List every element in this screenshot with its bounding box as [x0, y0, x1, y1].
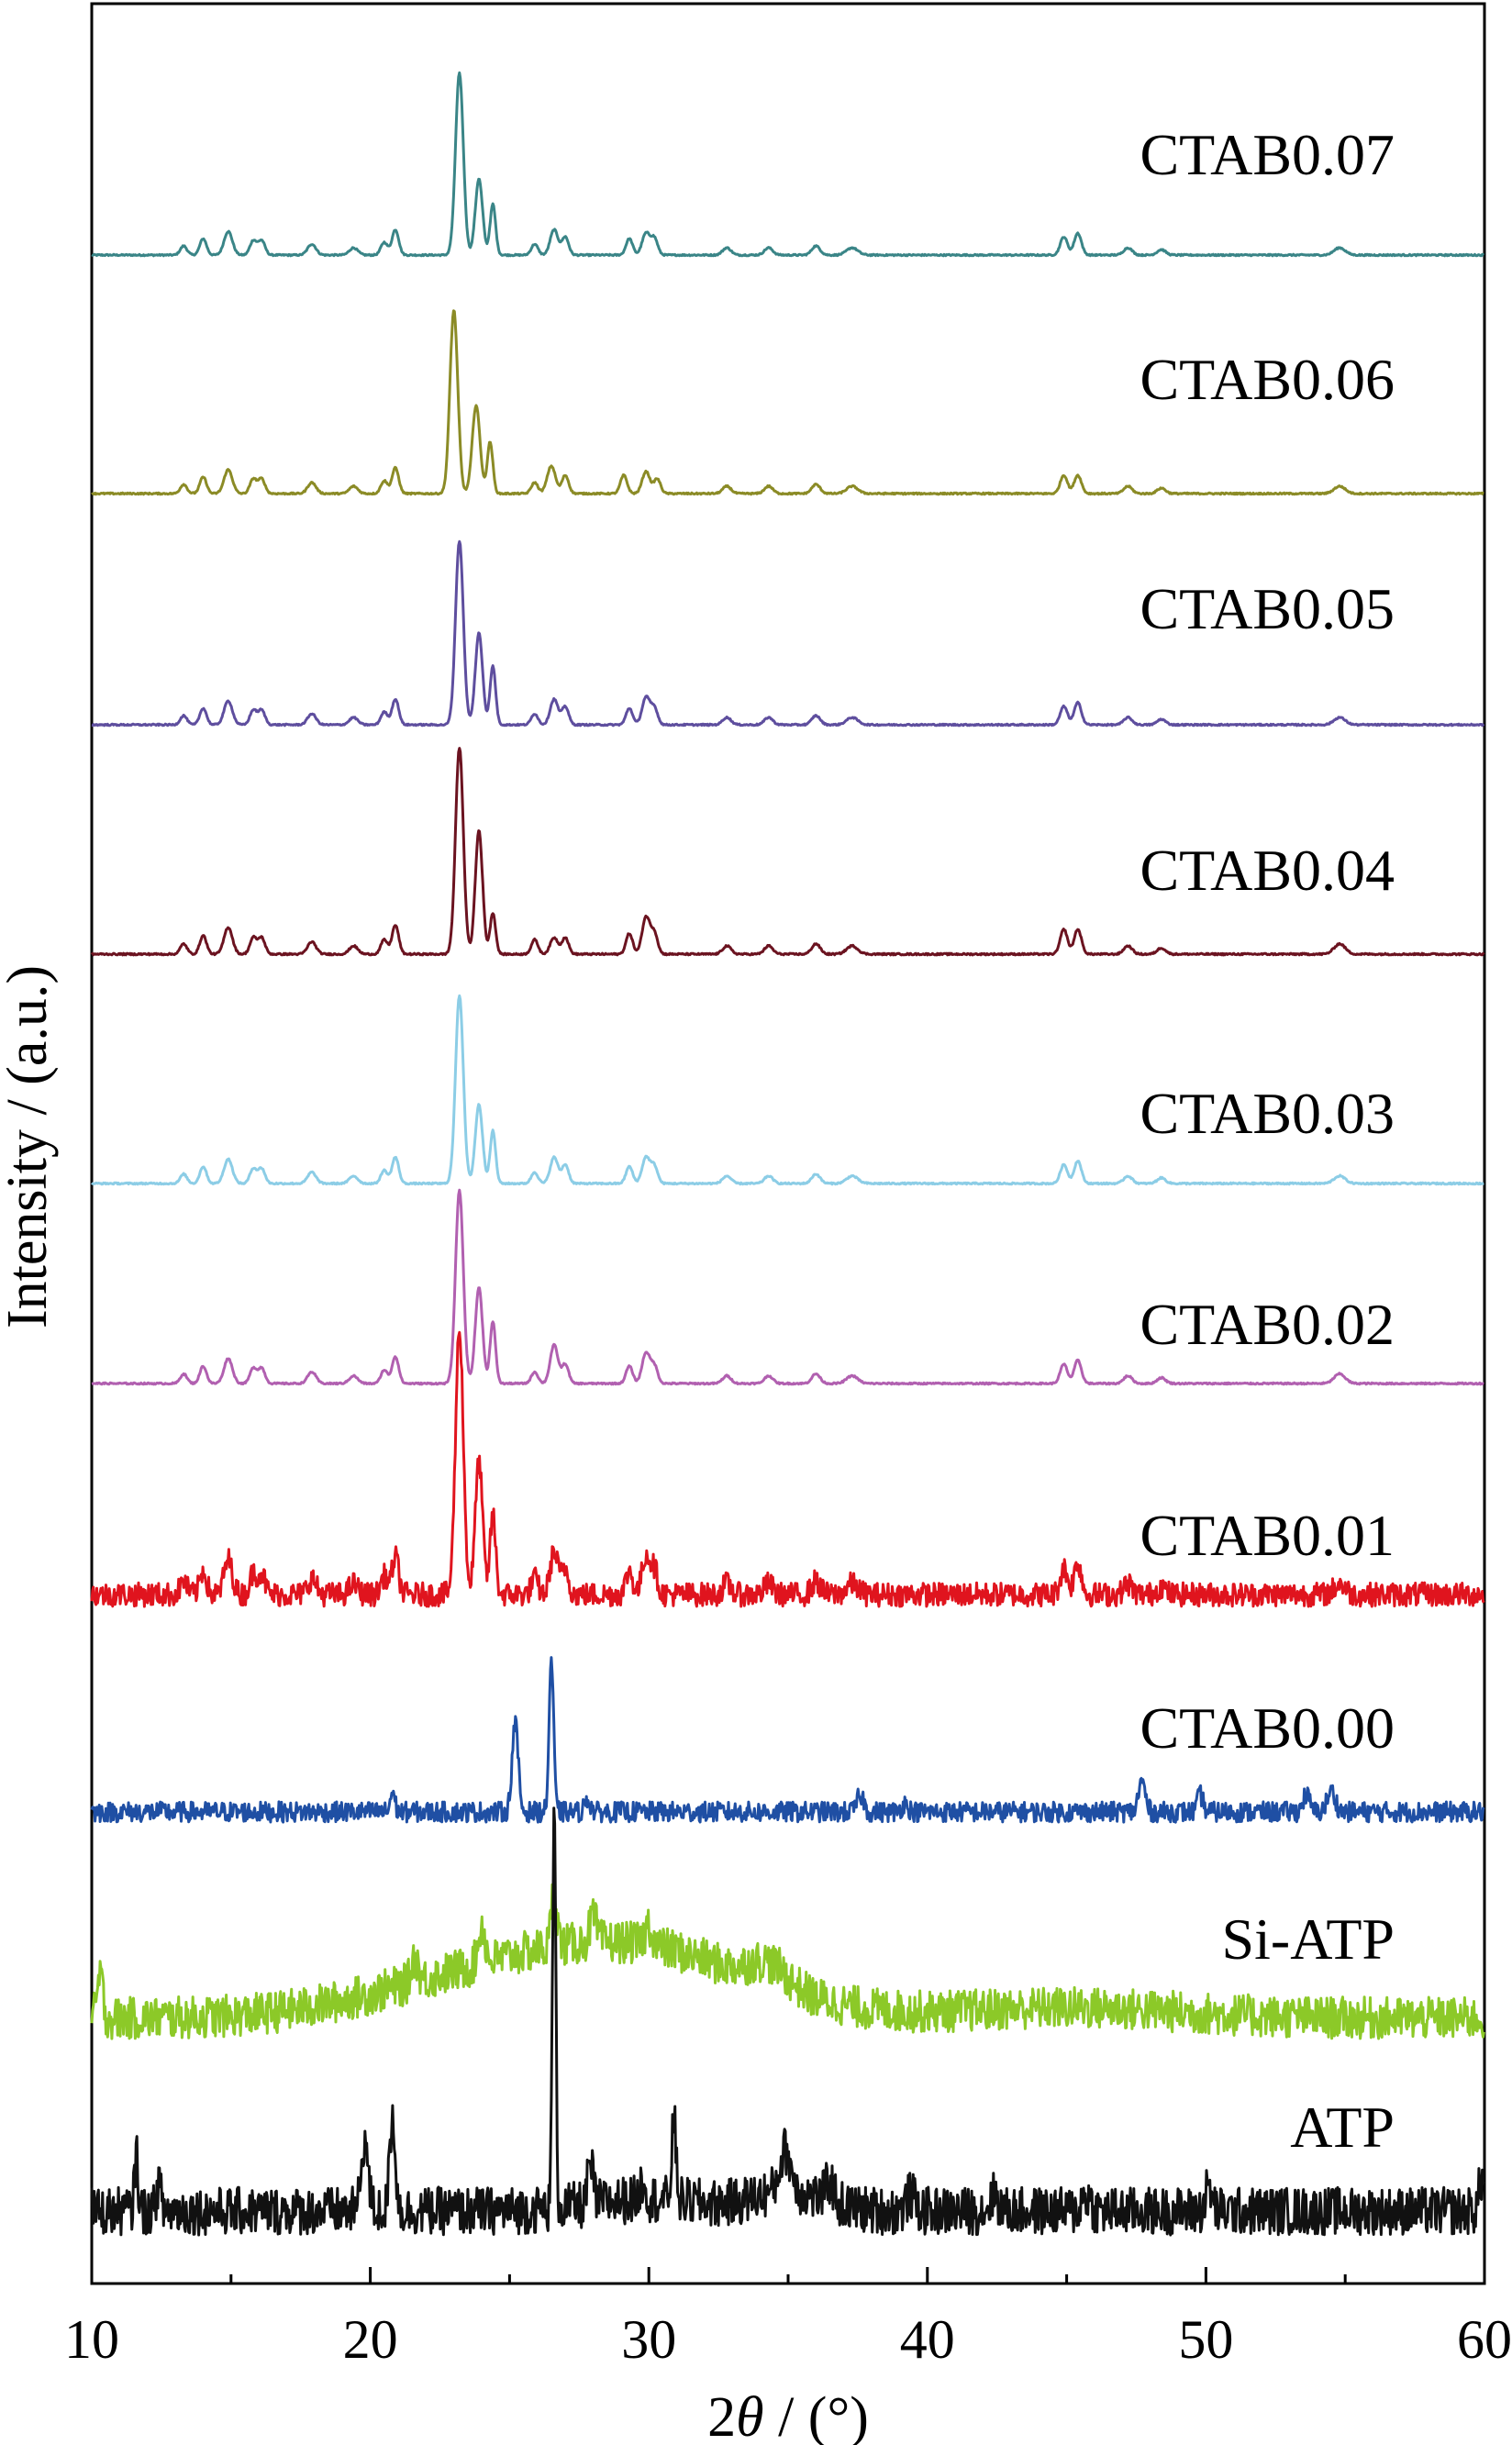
series-label-ctab0.07: CTAB0.07: [1140, 122, 1395, 187]
series-line-ctab0.04: [90, 747, 1485, 957]
series-label-ctab0.05: CTAB0.05: [1140, 576, 1395, 641]
series-label-atp: ATP: [1290, 2095, 1395, 2160]
x-tick-label: 10: [64, 2309, 119, 2370]
series-label-ctab0.00: CTAB0.00: [1140, 1695, 1395, 1761]
x-axis-title: 2θ / (°): [707, 2386, 869, 2445]
x-tick-label: 20: [343, 2309, 398, 2370]
x-tick-label: 50: [1178, 2309, 1233, 2370]
x-tick-label: 40: [900, 2309, 955, 2370]
series-label-ctab0.03: CTAB0.03: [1140, 1081, 1395, 1146]
series-line-atp: [90, 1806, 1485, 2237]
x-tick-label: 30: [621, 2309, 676, 2370]
series-label-ctab0.02: CTAB0.02: [1140, 1292, 1395, 1357]
x-tick-label: 60: [1457, 2309, 1512, 2370]
series-line-ctab0.02: [91, 1188, 1484, 1386]
series-label-ctab0.06: CTAB0.06: [1140, 347, 1395, 412]
series-group: CTAB0.07 CTAB0.06 CTAB0.05 CTAB0.04 CTAB0.03…: [90, 71, 1485, 2237]
series-line-ctab0.01: [90, 1330, 1485, 1608]
series-label-si-atp: Si-ATP: [1222, 1906, 1395, 1972]
y-axis-title: Intensity / (a.u.): [0, 965, 59, 1328]
series-label-ctab0.04: CTAB0.04: [1140, 838, 1395, 903]
series-line-ctab0.05: [91, 539, 1485, 728]
series-line-si-atp: [90, 1883, 1485, 2040]
series-line-ctab0.07: [91, 71, 1485, 258]
series-line-ctab0.06: [91, 309, 1484, 496]
series-line-ctab0.03: [90, 994, 1484, 1186]
x-axis-ticks: 10 20 30 40 50 60: [64, 2267, 1512, 2370]
series-line-ctab0.00: [90, 1656, 1485, 1824]
series-label-ctab0.01: CTAB0.01: [1140, 1503, 1395, 1568]
